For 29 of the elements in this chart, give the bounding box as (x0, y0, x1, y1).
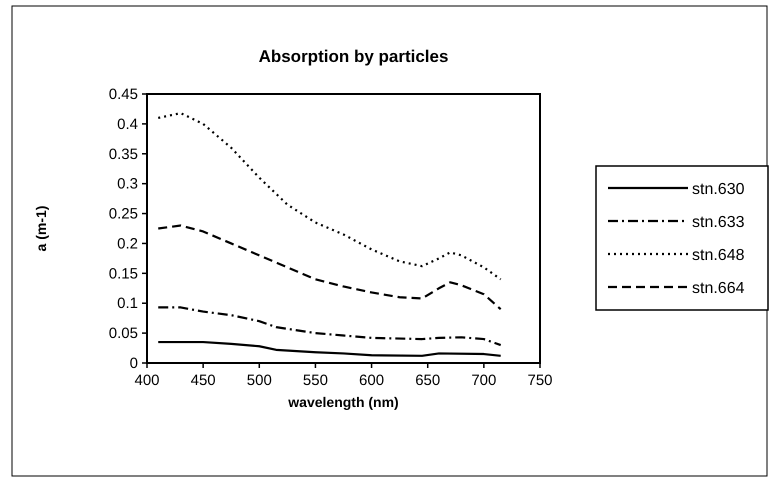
legend-label: stn.664 (692, 280, 745, 297)
y-tick-label: 0.45 (108, 86, 138, 103)
x-tick-label: 750 (527, 372, 553, 389)
x-tick-label: 450 (190, 372, 216, 389)
y-tick-label: 0.2 (117, 235, 138, 252)
y-tick-label: 0.3 (117, 176, 138, 193)
x-tick-label: 600 (359, 372, 384, 389)
line-series (157, 340, 502, 357)
y-axis-title: a (m-1) (33, 206, 49, 252)
y-tick-label: 0.4 (117, 116, 138, 133)
y-tick-label: 0.15 (108, 265, 138, 282)
x-tick-label: 400 (134, 372, 160, 389)
x-tick-label: 700 (471, 372, 496, 389)
y-tick-label: 0.05 (108, 325, 138, 342)
legend-label: stn.630 (692, 181, 745, 198)
y-tick-label: 0 (130, 355, 138, 372)
x-tick-label: 550 (302, 372, 328, 389)
line-series (157, 224, 502, 310)
line-series (157, 306, 502, 346)
x-axis-title: wavelength (nm) (287, 394, 399, 410)
y-tick-label: 0.25 (108, 206, 138, 223)
y-tick-label: 0.35 (108, 146, 138, 163)
x-tick-label: 650 (415, 372, 440, 389)
legend-label: stn.633 (692, 214, 745, 231)
line-series (157, 112, 502, 280)
legend-label: stn.648 (692, 247, 745, 264)
x-tick-label: 500 (246, 372, 272, 389)
chart-title: Absorption by particles (258, 47, 448, 66)
y-tick-label: 0.1 (117, 295, 138, 312)
